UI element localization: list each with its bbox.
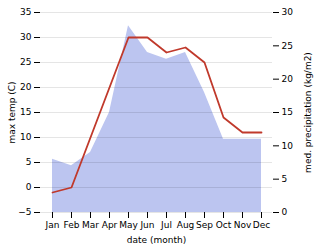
svg-text:10: 10 <box>20 132 32 142</box>
svg-text:Jan: Jan <box>45 220 60 230</box>
svg-text:20: 20 <box>282 74 294 84</box>
svg-text:Aug: Aug <box>177 220 195 230</box>
svg-text:Apr: Apr <box>102 220 118 230</box>
svg-text:Oct: Oct <box>216 220 232 230</box>
svg-text:20: 20 <box>20 82 32 92</box>
svg-text:May: May <box>119 220 138 230</box>
svg-text:Jun: Jun <box>139 220 154 230</box>
svg-text:−5: −5 <box>18 207 31 217</box>
svg-text:10: 10 <box>282 141 294 151</box>
svg-text:Jul: Jul <box>160 220 172 230</box>
svg-text:date (month): date (month) <box>127 235 186 245</box>
svg-text:30: 30 <box>20 32 32 42</box>
svg-text:0: 0 <box>26 182 32 192</box>
svg-text:Dec: Dec <box>253 220 270 230</box>
svg-text:Feb: Feb <box>64 220 80 230</box>
svg-text:0: 0 <box>282 207 288 217</box>
svg-text:35: 35 <box>20 7 31 17</box>
svg-text:15: 15 <box>20 107 31 117</box>
svg-text:15: 15 <box>282 107 293 117</box>
svg-text:25: 25 <box>282 41 293 51</box>
svg-text:Nov: Nov <box>234 220 252 230</box>
svg-text:5: 5 <box>26 157 32 167</box>
svg-text:med. precipitation (kg/m2): med. precipitation (kg/m2) <box>303 52 313 173</box>
svg-text:25: 25 <box>20 57 31 67</box>
svg-text:Mar: Mar <box>82 220 99 230</box>
svg-text:30: 30 <box>282 7 294 17</box>
svg-text:max temp (C): max temp (C) <box>7 81 17 143</box>
svg-text:Sep: Sep <box>196 220 213 230</box>
svg-text:5: 5 <box>282 174 288 184</box>
